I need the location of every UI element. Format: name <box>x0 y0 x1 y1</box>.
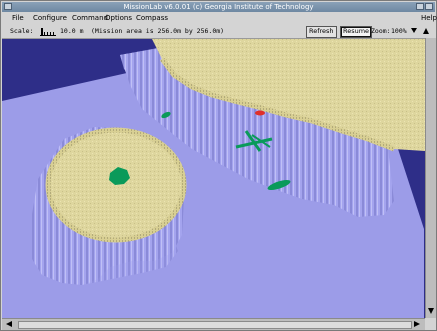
left-mound-edge <box>45 127 187 243</box>
robot-green-bar[interactable] <box>267 178 292 192</box>
terrain-view[interactable] <box>2 39 425 318</box>
scale-slider-thumb[interactable] <box>41 28 43 35</box>
horizontal-scrollbar[interactable] <box>2 318 425 330</box>
scroll-left-icon[interactable] <box>6 321 12 327</box>
title-bar: MissionLab v6.0.01 (c) Georgia Institute… <box>2 2 435 12</box>
zoom-value[interactable]: 100% <box>391 27 407 35</box>
menu-compass[interactable]: Compass <box>136 14 169 22</box>
robot-green-cross[interactable] <box>235 130 273 152</box>
scroll-right-icon[interactable] <box>414 321 420 327</box>
resume-button[interactable]: Resume <box>340 26 373 38</box>
menu-configure[interactable]: Configure <box>33 14 67 22</box>
left-mound-top <box>48 130 184 240</box>
maximize-icon[interactable] <box>425 3 433 10</box>
window-menu-icon[interactable] <box>4 3 12 10</box>
scale-label: Scale: <box>10 27 34 35</box>
simulation-viewport[interactable] <box>2 39 425 318</box>
robot-red[interactable] <box>255 110 265 116</box>
menu-bar: File Configure Command Options Compass H… <box>2 13 437 24</box>
horizontal-scroll-thumb[interactable] <box>18 321 412 329</box>
right-plateau-cliff <box>120 45 394 217</box>
minimize-icon[interactable] <box>416 3 424 10</box>
robot-green-small[interactable] <box>160 111 171 120</box>
menu-help[interactable]: Help <box>421 14 437 22</box>
toolbar: Scale: 10.0 m (Mission area is 256.0m by… <box>2 25 435 39</box>
refresh-button[interactable]: Refresh <box>306 26 337 38</box>
right-plateau-edge <box>160 57 395 152</box>
zoom-label: Zoom: <box>371 27 391 35</box>
robot-green-mound[interactable] <box>109 167 130 185</box>
window-title: MissionLab v6.0.01 (c) Georgia Institute… <box>123 3 314 11</box>
scale-value: 10.0 m <box>60 27 84 35</box>
zoom-dropdown-icon[interactable] <box>411 28 417 33</box>
menu-options[interactable]: Options <box>105 14 133 22</box>
right-plateau-top <box>152 39 425 151</box>
menu-command[interactable]: Command <box>72 14 108 22</box>
scroll-down-icon[interactable] <box>428 308 434 314</box>
scale-slider[interactable] <box>40 28 56 36</box>
vertical-scrollbar[interactable] <box>425 38 436 318</box>
toolbar-up-arrow-icon[interactable] <box>423 28 429 34</box>
menu-file[interactable]: File <box>12 14 24 22</box>
mission-area-text: (Mission area is 256.0m by 256.0m) <box>91 27 225 35</box>
